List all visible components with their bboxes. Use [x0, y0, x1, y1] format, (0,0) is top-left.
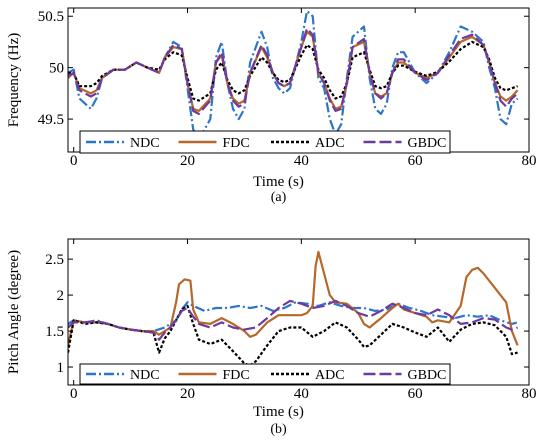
series-line-gbdc [68, 27, 519, 115]
legend: NDC FDC ADC GBDC [79, 363, 451, 385]
legend-label-adc: ADC [315, 136, 345, 151]
series-line-gbdc [68, 299, 518, 341]
x-axis-label: Time (s) [253, 404, 304, 420]
panel-a: 0 20 40 60 80 49.5 50 50.5 Time (s) Frequency (Hz… [6, 7, 537, 205]
x-tick-label: 60 [408, 386, 423, 402]
legend-label-ndc: NDC [130, 136, 160, 151]
legend-label-gbdc: GBDC [408, 368, 447, 383]
y-tick-label: 49.5 [38, 112, 64, 128]
legend: NDC FDC ADC GBDC [79, 130, 451, 154]
y-tick-label: 2 [57, 288, 65, 304]
series-group [68, 10, 519, 141]
x-tick-label: 40 [294, 386, 309, 402]
panel-label: (a) [271, 190, 287, 205]
x-tick-label: 80 [522, 153, 537, 169]
legend-label-fdc: FDC [223, 136, 250, 151]
series-group [68, 250, 519, 367]
x-tick-label: 80 [522, 386, 537, 402]
series-line-fdc [68, 30, 519, 112]
plot-frame [67, 7, 530, 153]
x-tick-label: 0 [70, 386, 78, 402]
x-tick-label: 20 [180, 153, 195, 169]
x-axis-label: Time (s) [253, 174, 304, 190]
legend-label-adc: ADC [315, 368, 345, 383]
legend-label-fdc: FDC [223, 368, 250, 383]
y-tick-label: 50 [49, 61, 64, 77]
y-axis-label: Pitch Angle (degree) [6, 250, 22, 374]
x-tick-label: 60 [408, 153, 423, 169]
panel-label: (b) [270, 422, 287, 437]
x-tick-label: 0 [70, 153, 78, 169]
panel-b: 0 20 40 60 80 1 1.5 2 2.5 Time (s) Pitch Angle (de… [6, 238, 537, 437]
legend-box [79, 130, 451, 154]
y-tick-label: 2.5 [45, 252, 64, 268]
y-tick-label: 1.5 [45, 324, 64, 340]
legend-label-gbdc: GBDC [408, 136, 447, 151]
series-line-fdc [68, 250, 519, 346]
x-tick-label: 20 [180, 386, 195, 402]
legend-box [79, 363, 451, 385]
plot-frame [67, 238, 530, 386]
y-axis-label: Frequency (Hz) [6, 33, 22, 128]
y-tick-label: 1 [57, 360, 65, 376]
legend-label-ndc: NDC [130, 368, 160, 383]
y-tick-label: 50.5 [38, 9, 64, 25]
x-tick-label: 40 [294, 153, 309, 169]
